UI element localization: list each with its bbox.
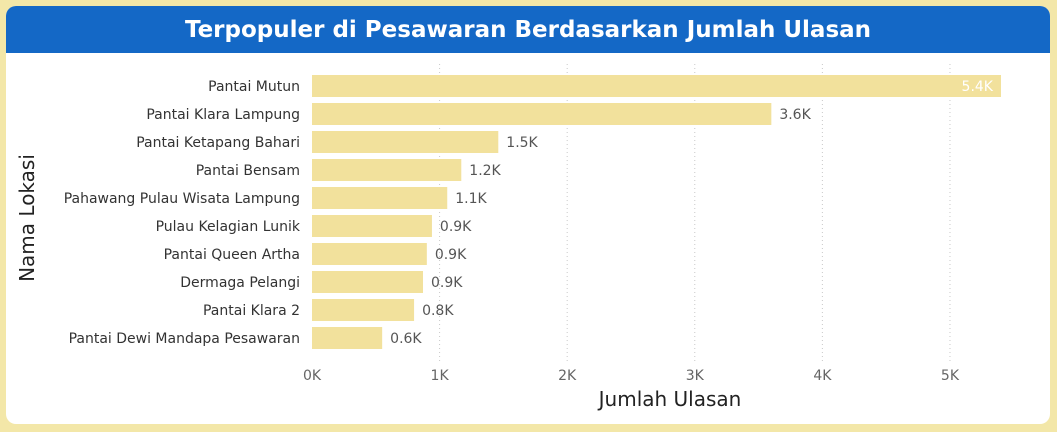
data-label: 0.9K <box>431 275 463 291</box>
bar <box>312 243 427 265</box>
bar <box>312 215 432 237</box>
bar <box>312 159 462 181</box>
category-label: Pantai Dewi Mandapa Pesawaran <box>69 331 300 347</box>
category-label: Pulau Kelagian Lunik <box>156 219 301 235</box>
category-labels: Pantai Mutun Pantai Klara Lampung Pantai K… <box>64 79 301 347</box>
data-label: 3.6K <box>779 107 811 123</box>
chart-card: Terpopuler di Pesawaran Berdasarkan Juml… <box>6 6 1050 424</box>
data-label: 0.9K <box>435 247 467 263</box>
category-label: Pantai Ketapang Bahari <box>136 135 300 151</box>
data-label: 0.9K <box>440 219 472 235</box>
x-tick-label: 1K <box>431 368 450 384</box>
bar <box>312 103 772 125</box>
category-label: Pantai Mutun <box>208 79 300 95</box>
data-label: 1.1K <box>455 191 487 207</box>
x-tick-label: 5K <box>941 368 960 384</box>
category-label: Pantai Klara Lampung <box>146 107 300 123</box>
category-label: Pantai Queen Artha <box>164 247 300 263</box>
chart-title: Terpopuler di Pesawaran Berdasarkan Juml… <box>184 16 872 43</box>
grid-lines <box>439 64 951 361</box>
data-label: 0.8K <box>422 303 454 319</box>
data-label: 1.5K <box>506 135 538 151</box>
title-bar: Terpopuler di Pesawaran Berdasarkan Juml… <box>6 6 1050 53</box>
bar <box>312 75 1001 97</box>
data-label: 0.6K <box>390 331 422 347</box>
category-label: Pahawang Pulau Wisata Lampung <box>64 191 300 207</box>
bar <box>312 131 499 153</box>
x-tick-label: 3K <box>686 368 705 384</box>
category-label: Pantai Klara 2 <box>203 303 300 319</box>
bars <box>312 75 1001 349</box>
y-axis-title: Nama Lokasi <box>15 154 39 282</box>
x-tick-labels: 0K 1K 2K 3K 4K 5K <box>303 368 960 384</box>
category-label: Pantai Bensam <box>196 163 300 179</box>
x-tick-label: 4K <box>813 368 832 384</box>
bar <box>312 327 383 349</box>
bar <box>312 299 415 321</box>
bar <box>312 271 424 293</box>
bar-chart: Pantai Mutun Pantai Klara Lampung Pantai K… <box>15 64 1001 411</box>
data-label: 5.4K <box>962 79 994 95</box>
bar <box>312 187 448 209</box>
data-label: 1.2K <box>469 163 501 179</box>
data-labels: 5.4K 3.6K 1.5K 1.2K 1.1K 0.9K 0.9K 0.9K 0.8K0.6K <box>390 79 994 347</box>
x-tick-label: 0K <box>303 368 322 384</box>
x-tick-label: 2K <box>558 368 577 384</box>
x-axis-title: Jumlah Ulasan <box>597 387 742 411</box>
category-label: Dermaga Pelangi <box>180 275 300 291</box>
